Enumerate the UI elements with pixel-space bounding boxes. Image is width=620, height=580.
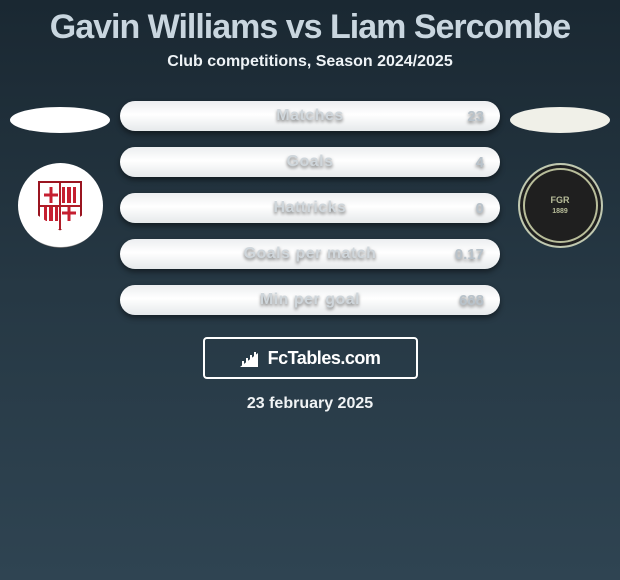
stat-label: Hattricks: [180, 199, 440, 217]
fgr-crest-icon: FGR1889: [518, 163, 603, 248]
right-player-cap: [510, 107, 610, 133]
brand-text: FcTables.com: [268, 348, 381, 369]
stat-label: Min per goal: [180, 291, 440, 309]
stat-label: Goals: [180, 153, 440, 171]
stat-row: Goals per match0.17: [120, 239, 500, 269]
stat-right-value: 688: [440, 292, 500, 309]
stat-label: Goals per match: [180, 245, 440, 263]
right-player-column: FGR1889: [500, 101, 620, 248]
chart-icon: [240, 349, 262, 367]
stat-row: Goals4: [120, 147, 500, 177]
stats-column: Matches23 Goals4 Hattricks0 Goals per match…: [120, 101, 500, 315]
left-player-cap: [10, 107, 110, 133]
woking-crest-icon: [18, 163, 103, 248]
stat-right-value: 23: [440, 108, 500, 125]
page-subtitle: Club competitions, Season 2024/2025: [0, 53, 620, 71]
stat-right-value: 0: [440, 200, 500, 217]
stat-row: Matches23: [120, 101, 500, 131]
comparison-card: Gavin Williams vs Liam Sercombe Club com…: [0, 0, 620, 580]
stat-label: Matches: [180, 107, 440, 125]
date-line: 23 february 2025: [0, 395, 620, 413]
stat-right-value: 4: [440, 154, 500, 171]
left-player-column: [0, 101, 120, 248]
stat-right-value: 0.17: [440, 246, 500, 263]
stat-row: Hattricks0: [120, 193, 500, 223]
body-row: Matches23 Goals4 Hattricks0 Goals per match…: [0, 101, 620, 315]
page-title: Gavin Williams vs Liam Sercombe: [0, 8, 620, 47]
brand-box[interactable]: FcTables.com: [203, 337, 418, 379]
stat-row: Min per goal688: [120, 285, 500, 315]
